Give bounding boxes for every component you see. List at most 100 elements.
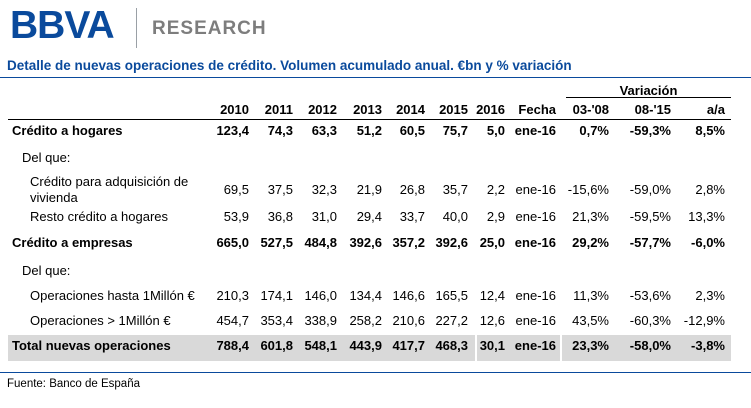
table-cell: -57,7% xyxy=(629,235,671,250)
column-header: Fecha xyxy=(518,102,556,117)
column-header: a/a xyxy=(706,102,725,117)
table-cell: 33,7 xyxy=(399,209,425,224)
table-cell: -12,9% xyxy=(683,313,725,328)
table-cell: ene-16 xyxy=(514,338,556,353)
table-cell: 35,7 xyxy=(442,182,468,197)
table-cell: 37,5 xyxy=(267,182,293,197)
table-cell: 29,4 xyxy=(356,209,382,224)
table-cell: 338,9 xyxy=(304,313,337,328)
table-cell: 40,0 xyxy=(442,209,468,224)
row-label-continuation: vivienda xyxy=(30,190,78,205)
table-cell: 60,5 xyxy=(399,123,425,138)
table-cell: 123,4 xyxy=(216,123,249,138)
table-cell: ene-16 xyxy=(515,288,556,303)
table-cell: 258,2 xyxy=(349,313,382,328)
credit-table: Variación 2010 2011 2012 2013 2014 2015 2016 Fec… xyxy=(0,78,751,370)
table-cell: -58,0% xyxy=(629,338,671,353)
table-cell: 32,3 xyxy=(311,182,337,197)
table-cell: 12,4 xyxy=(479,288,505,303)
table-cell: 25,0 xyxy=(479,235,505,250)
table-cell: 227,2 xyxy=(435,313,468,328)
table-cell: ene-16 xyxy=(515,182,556,197)
row-label: Del que: xyxy=(22,150,71,165)
table-cell: 74,3 xyxy=(267,123,293,138)
table-cell: 417,7 xyxy=(392,338,425,353)
title-rule xyxy=(0,77,751,78)
column-header: 2011 xyxy=(264,102,293,117)
table-title: Detalle de nuevas operaciones de crédito… xyxy=(7,58,572,73)
table-cell: -59,5% xyxy=(629,209,671,224)
table-cell: -59,3% xyxy=(629,123,671,138)
table-cell: 23,3% xyxy=(572,338,609,353)
research-label: RESEARCH xyxy=(152,18,267,39)
table-cell: -53,6% xyxy=(629,288,671,303)
column-header: 08-'15 xyxy=(634,102,671,117)
table-cell: 146,0 xyxy=(304,288,337,303)
table-cell: ene-16 xyxy=(515,313,556,328)
column-header: 2016 xyxy=(476,102,505,117)
table-cell: 134,4 xyxy=(349,288,382,303)
row-label: Total nuevas operaciones xyxy=(12,338,171,353)
table-cell: 26,8 xyxy=(399,182,425,197)
table-cell: 11,3% xyxy=(573,288,609,303)
column-header: 2014 xyxy=(396,102,425,117)
table-cell: 2,3% xyxy=(695,288,725,303)
table-cell: 392,6 xyxy=(435,235,468,250)
row-label: Crédito para adquisición de xyxy=(30,174,189,189)
table-cell: 31,0 xyxy=(311,209,337,224)
header-underline xyxy=(8,119,731,120)
table-cell: 165,5 xyxy=(435,288,468,303)
table-cell: 2,2 xyxy=(486,182,505,197)
table-cell: 2,8% xyxy=(695,182,725,197)
bottom-rule xyxy=(0,372,751,373)
table-cell: -60,3% xyxy=(629,313,671,328)
variacion-underline xyxy=(566,97,731,98)
table-cell: ene-16 xyxy=(514,235,556,250)
column-header: 2015 xyxy=(439,102,468,117)
table-cell: 548,1 xyxy=(304,338,337,353)
table-cell: 2,9 xyxy=(486,209,505,224)
table-cell: 443,9 xyxy=(349,338,382,353)
column-header: 2010 xyxy=(220,102,249,117)
total-row-background xyxy=(8,335,731,361)
table-cell: -59,0% xyxy=(629,182,671,197)
table-cell: 174,1 xyxy=(260,288,293,303)
table-cell: -15,6% xyxy=(567,182,609,197)
table-cell: 43,5% xyxy=(572,313,609,328)
table-cell: 51,2 xyxy=(356,123,382,138)
table-cell: 63,3 xyxy=(311,123,337,138)
total-column-separator xyxy=(560,335,562,361)
source-note: Fuente: Banco de España xyxy=(7,378,140,390)
table-cell: 454,7 xyxy=(216,313,249,328)
table-cell: 21,3% xyxy=(572,209,609,224)
bbva-logo: BBVA xyxy=(10,4,115,47)
table-cell: 353,4 xyxy=(260,313,293,328)
table-cell: 29,2% xyxy=(572,235,609,250)
table-cell: 69,5 xyxy=(223,182,249,197)
table-cell: 146,6 xyxy=(392,288,425,303)
total-column-separator xyxy=(475,335,477,361)
row-label: Operaciones > 1Millón € xyxy=(30,313,171,328)
row-label: Resto crédito a hogares xyxy=(30,209,169,224)
header-divider xyxy=(136,8,137,48)
row-label: Crédito a empresas xyxy=(12,235,133,250)
table-cell: 210,6 xyxy=(392,313,425,328)
column-header: 2012 xyxy=(308,102,337,117)
table-cell: 484,8 xyxy=(304,235,337,250)
table-cell: ene-16 xyxy=(515,209,556,224)
report-header: BBVA RESEARCH xyxy=(0,0,751,52)
variacion-header: Variación xyxy=(619,83,678,98)
table-cell: -6,0% xyxy=(691,235,725,250)
table-cell: ene-16 xyxy=(514,123,556,138)
table-cell: 21,9 xyxy=(356,182,382,197)
table-cell: 8,5% xyxy=(695,123,725,138)
row-label: Crédito a hogares xyxy=(12,123,123,138)
table-cell: 53,9 xyxy=(223,209,249,224)
row-label: Operaciones hasta 1Millón € xyxy=(30,288,195,303)
row-label: Del que: xyxy=(22,263,71,278)
table-cell: 75,7 xyxy=(442,123,468,138)
table-cell: 36,8 xyxy=(267,209,293,224)
column-header: 2013 xyxy=(353,102,382,117)
table-cell: 0,7% xyxy=(579,123,609,138)
table-cell: 665,0 xyxy=(216,235,249,250)
